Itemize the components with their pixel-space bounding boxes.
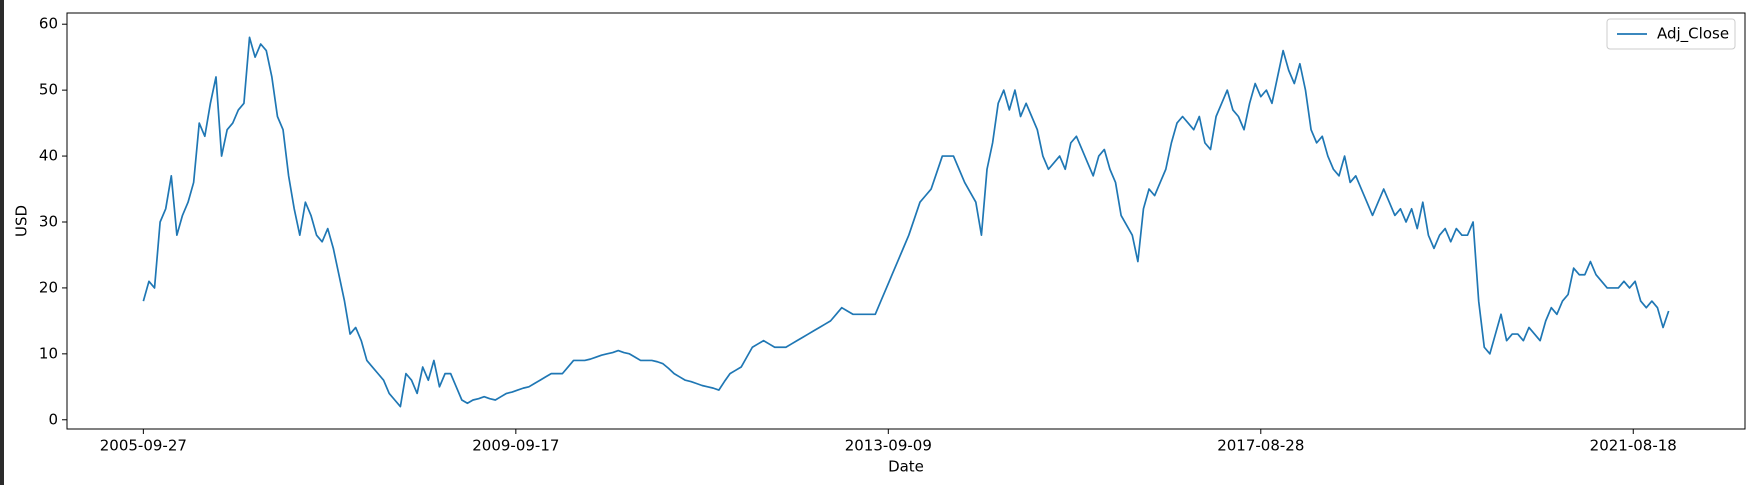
y-tick-label: 60 [39,15,58,33]
x-tick-label: 2017-08-28 [1217,437,1304,455]
y-tick-label: 50 [39,81,58,99]
y-tick-label: 20 [39,278,58,296]
x-axis-label: Date [888,458,924,476]
x-tick-label: 2021-08-18 [1590,437,1677,455]
y-tick-label: 10 [39,344,58,362]
legend-label: Adj_Close [1657,25,1729,44]
x-tick-label: 2009-09-17 [472,437,559,455]
y-axis-label: USD [13,205,31,237]
data-line [142,36,1670,408]
plot-frame [66,12,1746,430]
legend-box [1606,18,1736,50]
x-tick-label: 2013-09-09 [845,437,932,455]
x-tick-label: 2005-09-27 [100,437,187,455]
y-tick-label: 30 [39,212,58,230]
y-tick-label: 0 [48,410,58,428]
y-tick-label: 40 [39,147,58,165]
window-edge [0,0,4,485]
